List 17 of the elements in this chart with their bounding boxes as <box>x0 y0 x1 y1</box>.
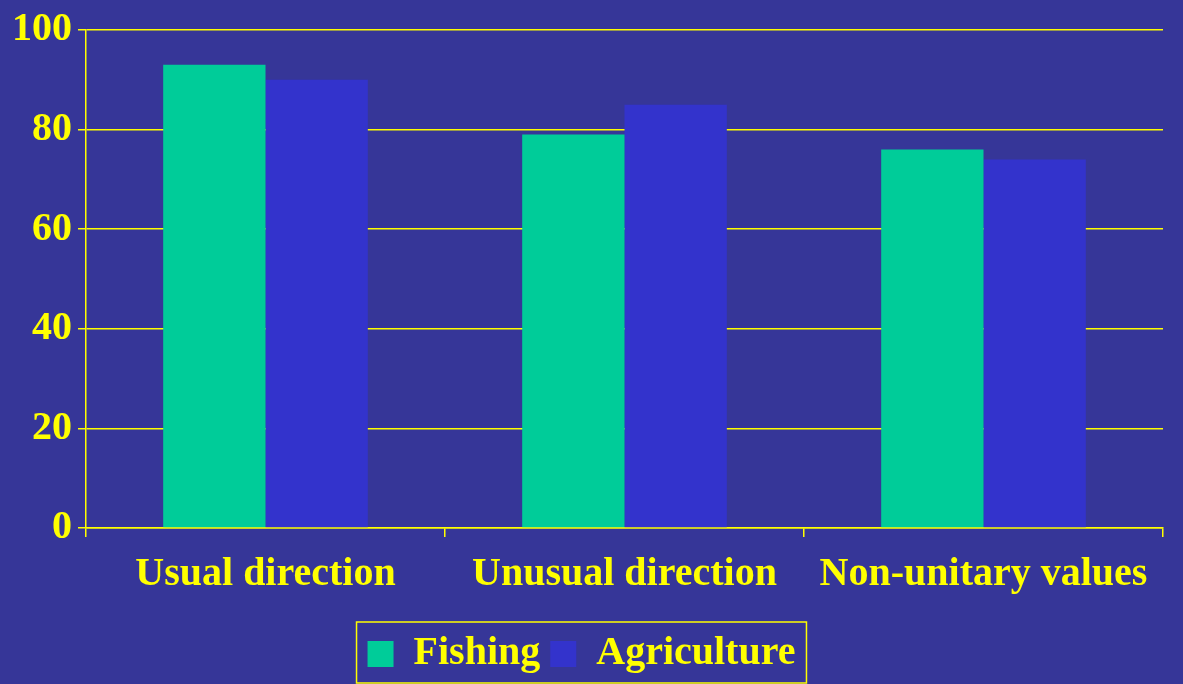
legend-label: Fishing <box>413 628 541 674</box>
x-tick-label: Unusual direction <box>472 549 777 595</box>
y-tick-label: 40 <box>32 303 72 349</box>
legend-label: Agriculture <box>596 628 796 674</box>
y-tick-label: 80 <box>32 103 72 149</box>
y-tick-label: 60 <box>32 203 72 249</box>
bar <box>522 134 625 528</box>
y-tick-label: 20 <box>32 402 72 448</box>
bar <box>163 64 266 528</box>
bar <box>624 104 727 528</box>
y-tick-label: 0 <box>52 502 72 548</box>
x-tick-label: Usual direction <box>135 549 396 595</box>
bar <box>983 159 1086 528</box>
y-tick-label: 100 <box>12 4 72 50</box>
bar <box>881 149 984 528</box>
x-tick-label: Non-unitary values <box>819 549 1148 595</box>
bar <box>265 79 368 528</box>
